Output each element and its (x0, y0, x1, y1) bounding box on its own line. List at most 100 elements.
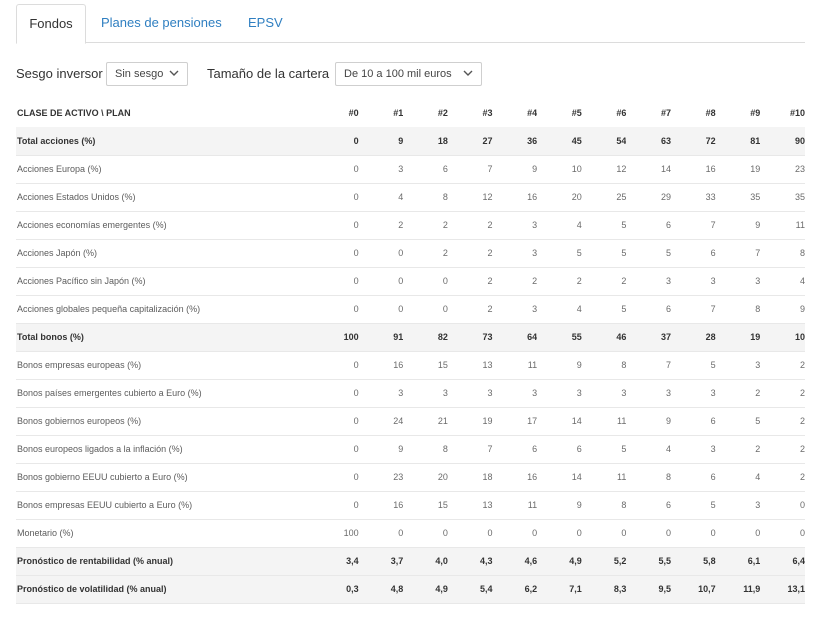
row-label: Bonos países emergentes cubierto a Euro … (16, 379, 314, 408)
table-cell: 8 (403, 183, 448, 212)
table-cell: 3 (492, 239, 538, 268)
table-cell: 0 (314, 379, 359, 408)
table-cell: 6,1 (715, 547, 761, 576)
table-row: Bonos países emergentes cubierto a Euro … (16, 379, 805, 408)
table-header-row: CLASE DE ACTIVO \ PLAN #0 #1 #2 #3 #4 #5 #6 #7 #8… (16, 99, 805, 127)
table-cell: 45 (537, 127, 582, 156)
table-cell: 2 (358, 211, 404, 240)
table-cell: 8 (581, 491, 627, 520)
table-cell: 2 (492, 267, 538, 296)
table-cell: 4,0 (403, 547, 448, 576)
table-cell: 14 (537, 463, 582, 492)
column-header: #8 (705, 108, 716, 118)
table-cell: 6 (403, 155, 448, 184)
table-cell: 2 (760, 407, 805, 436)
table-cell: 4 (537, 295, 582, 324)
table-cell: 2 (447, 295, 493, 324)
table-cell: 3 (671, 267, 716, 296)
table-cell: 2 (403, 211, 448, 240)
table-cell: 27 (447, 127, 493, 156)
table-body: Total acciones (%) 0 9 18 27 36 45 54 63 72 81 90 Ac… (16, 127, 805, 604)
row-label: Monetario (%) (16, 519, 314, 548)
table-cell: 7 (447, 435, 493, 464)
table-cell: 5 (581, 211, 627, 240)
tab-fondos[interactable]: Fondos (16, 4, 86, 44)
table-cell: 82 (403, 323, 448, 352)
row-label: Bonos gobiernos europeos (%) (16, 407, 314, 436)
table-cell: 29 (626, 183, 671, 212)
sesgo-select[interactable]: Sin sesgo (106, 62, 188, 86)
table-cell: 0 (314, 295, 359, 324)
table-cell: 5 (581, 435, 627, 464)
table-cell: 7 (715, 239, 761, 268)
table-cell: 2 (760, 351, 805, 380)
table-row: Acciones Pacífico sin Japón (%) 0 0 0 2 2 2 2 3 3… (16, 267, 805, 296)
table-cell: 8 (403, 435, 448, 464)
table-cell: 0 (314, 127, 359, 156)
table-cell: 3 (671, 379, 716, 408)
table-row: Acciones globales pequeña capitalización… (16, 295, 805, 324)
column-header: #0 (348, 108, 359, 118)
table-cell: 0 (715, 519, 761, 548)
table-cell: 0 (358, 519, 404, 548)
row-label: Pronóstico de volatilidad (% anual) (16, 575, 314, 604)
row-label: Acciones Europa (%) (16, 155, 314, 184)
table-cell: 9 (358, 435, 404, 464)
row-label: Acciones Pacífico sin Japón (%) (16, 267, 314, 296)
chevron-down-icon (463, 70, 473, 76)
row-label: Pronóstico de rentabilidad (% anual) (16, 547, 314, 576)
table-cell: 10 (537, 155, 582, 184)
table-cell: 9,5 (626, 575, 671, 604)
table-cell: 19 (447, 407, 493, 436)
table-row: Acciones Estados Unidos (%) 0 4 8 12 16 20 25 29… (16, 183, 805, 212)
table-cell: 6 (626, 295, 671, 324)
table-cell: 73 (447, 323, 493, 352)
table-cell: 5 (581, 295, 627, 324)
table-cell: 12 (581, 155, 627, 184)
table-cell: 23 (760, 155, 805, 184)
table-cell: 7 (671, 211, 716, 240)
table-cell: 16 (358, 351, 404, 380)
column-header: #1 (393, 108, 404, 118)
table-row: Bonos europeos ligados a la inflación (%… (16, 435, 805, 464)
tab-epsv[interactable]: EPSV (248, 15, 283, 30)
table-cell: 11 (492, 351, 538, 380)
table-cell: 9 (715, 211, 761, 240)
table-cell: 11 (581, 407, 627, 436)
table-cell: 19 (715, 155, 761, 184)
column-header: #2 (437, 108, 448, 118)
table-row: Bonos empresas europeas (%) 0 16 15 13 11 9 8 7 5… (16, 351, 805, 380)
table-cell: 6 (671, 463, 716, 492)
row-label: Total bonos (%) (16, 323, 314, 352)
table-row: Acciones economías emergentes (%) 0 2 2 2 3 4 5… (16, 211, 805, 240)
tab-bar: Fondos Planes de pensiones EPSV (16, 4, 805, 44)
table-cell: 0 (314, 239, 359, 268)
table-cell: 8,3 (581, 575, 627, 604)
table-cell: 35 (715, 183, 761, 212)
table-cell: 3 (626, 379, 671, 408)
table-cell: 3 (671, 435, 716, 464)
row-label: Acciones Japón (%) (16, 239, 314, 268)
table-cell: 13,1 (760, 575, 805, 604)
table-cell: 0 (358, 267, 404, 296)
table-cell: 81 (715, 127, 761, 156)
table-cell: 6,4 (760, 547, 805, 576)
table-cell: 23 (358, 463, 404, 492)
table-cell: 3 (492, 211, 538, 240)
table-row: Monetario (%) 100 0 0 0 0 0 0 0 0 0 0 (16, 519, 805, 548)
table-cell: 6 (626, 211, 671, 240)
tamano-select[interactable]: De 10 a 100 mil euros (335, 62, 482, 86)
table-cell: 4,9 (537, 547, 582, 576)
tab-planes-de-pensiones[interactable]: Planes de pensiones (101, 15, 222, 30)
chevron-down-icon (169, 70, 179, 76)
table-cell: 0 (403, 295, 448, 324)
table-cell: 3 (626, 267, 671, 296)
table-cell: 5 (671, 351, 716, 380)
table-cell: 28 (671, 323, 716, 352)
table-cell: 5,4 (447, 575, 493, 604)
table-cell: 9 (626, 407, 671, 436)
table-cell: 7 (626, 351, 671, 380)
table-cell: 0 (403, 519, 448, 548)
tamano-value: De 10 a 100 mil euros (344, 68, 452, 80)
table-cell: 3 (358, 379, 404, 408)
